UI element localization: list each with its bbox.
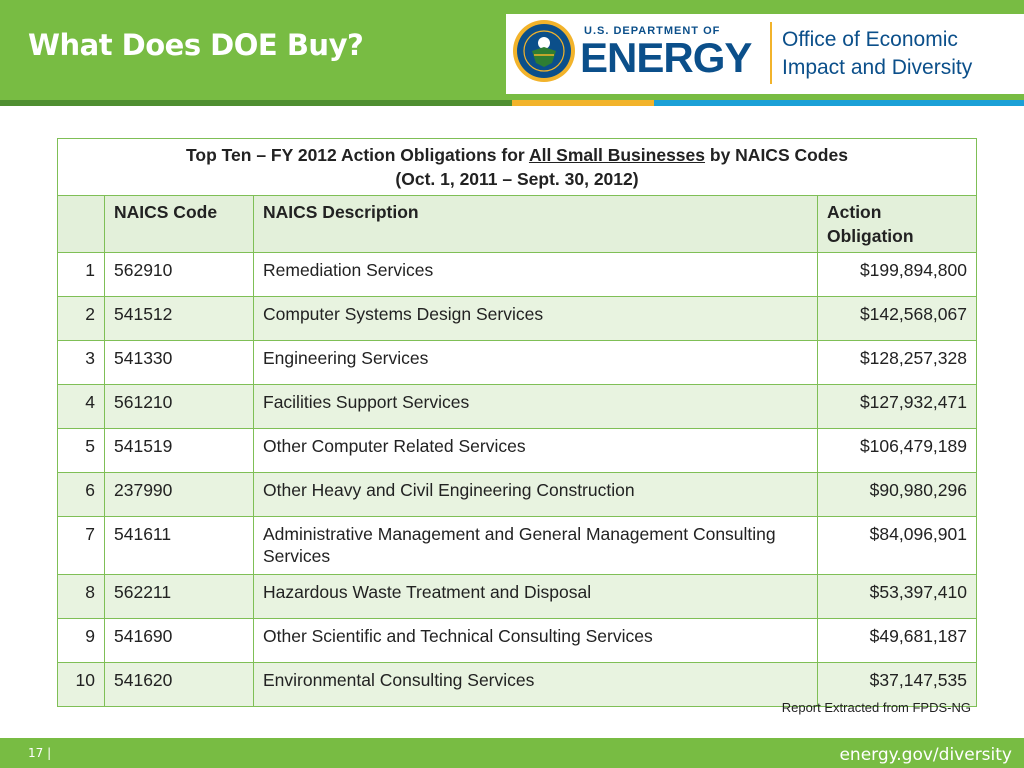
action-obligation-cell: $128,257,328 bbox=[817, 340, 977, 385]
rank-cell: 10 bbox=[57, 662, 105, 707]
action-obligation-cell: $53,397,410 bbox=[817, 574, 977, 619]
page-number: 17 | bbox=[28, 746, 52, 760]
naics-description-cell: Hazardous Waste Treatment and Disposal bbox=[253, 574, 818, 619]
logo-pre-text: U.S. DEPARTMENT OF bbox=[584, 25, 721, 37]
naics-description-cell: Administrative Management and General Ma… bbox=[253, 516, 818, 575]
naics-description-cell: Other Scientific and Technical Consultin… bbox=[253, 618, 818, 663]
office-line-1: Office of Economic bbox=[782, 28, 958, 51]
naics-description-cell: Other Computer Related Services bbox=[253, 428, 818, 473]
action-obligation-cell: $37,147,535 bbox=[817, 662, 977, 707]
naics-description-cell: Facilities Support Services bbox=[253, 384, 818, 429]
action-obligation-cell: $90,980,296 bbox=[817, 472, 977, 517]
source-note: Report Extracted from FPDS-NG bbox=[781, 700, 971, 715]
action-obligation-cell: $199,894,800 bbox=[817, 252, 977, 297]
stripe-blue bbox=[654, 100, 1024, 106]
stripe-dark-green bbox=[0, 100, 512, 106]
naics-description-cell: Remediation Services bbox=[253, 252, 818, 297]
stripe-gold bbox=[512, 100, 654, 106]
naics-code-cell: 562211 bbox=[104, 574, 254, 619]
office-name: Office of Economic Impact and Diversity bbox=[782, 26, 972, 82]
naics-code-cell: 541620 bbox=[104, 662, 254, 707]
naics-description-cell: Engineering Services bbox=[253, 340, 818, 385]
table-row: 4 561210 Facilities Support Services $127,9… bbox=[57, 384, 977, 429]
table-header-row: NAICS Code NAICS Description Action Obli… bbox=[57, 195, 977, 253]
caption-line-1: Top Ten – FY 2012 Action Obligations for… bbox=[67, 143, 967, 167]
rank-cell: 1 bbox=[57, 252, 105, 297]
footer-bar: 17 | energy.gov/diversity bbox=[0, 738, 1024, 768]
header-bar: What Does DOE Buy? U.S. DEPARTMENT OF EN… bbox=[0, 0, 1024, 100]
rank-cell: 7 bbox=[57, 516, 105, 575]
table-row: 6 237990 Other Heavy and Civil Engineering… bbox=[57, 472, 977, 517]
table-row: 9 541690 Other Scientific and Technical Co… bbox=[57, 618, 977, 663]
logo-main-text: ENERGY bbox=[580, 34, 752, 81]
naics-table: Top Ten – FY 2012 Action Obligations for… bbox=[57, 138, 977, 707]
action-obligation-cell: $106,479,189 bbox=[817, 428, 977, 473]
header-action-obligation: Action Obligation bbox=[817, 195, 977, 253]
naics-code-cell: 541512 bbox=[104, 296, 254, 341]
naics-description-cell: Environmental Consulting Services bbox=[253, 662, 818, 707]
table-row: 3 541330 Engineering Services $128,257,328 bbox=[57, 340, 977, 385]
table-row: 2 541512 Computer Systems Design Services $… bbox=[57, 296, 977, 341]
naics-code-cell: 541611 bbox=[104, 516, 254, 575]
naics-code-cell: 541519 bbox=[104, 428, 254, 473]
caption-after: by NAICS Codes bbox=[705, 145, 848, 165]
rank-cell: 6 bbox=[57, 472, 105, 517]
naics-code-cell: 541690 bbox=[104, 618, 254, 663]
table-row: 8 562211 Hazardous Waste Treatment and Dis… bbox=[57, 574, 977, 619]
rank-cell: 3 bbox=[57, 340, 105, 385]
doe-seal-icon bbox=[513, 20, 575, 82]
table-row: 7 541611 Administrative Management and Gen… bbox=[57, 516, 977, 575]
action-obligation-cell: $127,932,471 bbox=[817, 384, 977, 429]
doe-logo: U.S. DEPARTMENT OF ENERGY Office of Econ… bbox=[506, 14, 1024, 94]
header-rank bbox=[57, 195, 105, 253]
table-caption-row: Top Ten – FY 2012 Action Obligations for… bbox=[57, 138, 977, 196]
caption-before: Top Ten – FY 2012 Action Obligations for bbox=[186, 145, 529, 165]
table-caption: Top Ten – FY 2012 Action Obligations for… bbox=[57, 138, 977, 196]
rank-cell: 9 bbox=[57, 618, 105, 663]
table-row: 10 541620 Environmental Consulting Service… bbox=[57, 662, 977, 707]
naics-code-cell: 562910 bbox=[104, 252, 254, 297]
office-line-2: Impact and Diversity bbox=[782, 56, 973, 79]
header-naics-description: NAICS Description bbox=[253, 195, 818, 253]
rank-cell: 8 bbox=[57, 574, 105, 619]
header-naics-code: NAICS Code bbox=[104, 195, 254, 253]
caption-underlined: All Small Businesses bbox=[528, 145, 706, 165]
naics-code-cell: 237990 bbox=[104, 472, 254, 517]
action-obligation-cell: $49,681,187 bbox=[817, 618, 977, 663]
rank-cell: 4 bbox=[57, 384, 105, 429]
caption-line-2: (Oct. 1, 2011 – Sept. 30, 2012) bbox=[395, 169, 639, 189]
site-url: energy.gov/diversity bbox=[839, 745, 1012, 765]
rank-cell: 2 bbox=[57, 296, 105, 341]
rank-cell: 5 bbox=[57, 428, 105, 473]
table-row: 1 562910 Remediation Services $199,894,800 bbox=[57, 252, 977, 297]
action-obligation-cell: $142,568,067 bbox=[817, 296, 977, 341]
naics-code-cell: 561210 bbox=[104, 384, 254, 429]
naics-code-cell: 541330 bbox=[104, 340, 254, 385]
header-stripes bbox=[0, 100, 1024, 106]
naics-description-cell: Other Heavy and Civil Engineering Constr… bbox=[253, 472, 818, 517]
page-title: What Does DOE Buy? bbox=[28, 28, 364, 62]
action-obligation-cell: $84,096,901 bbox=[817, 516, 977, 575]
naics-description-cell: Computer Systems Design Services bbox=[253, 296, 818, 341]
table-row: 5 541519 Other Computer Related Services $1… bbox=[57, 428, 977, 473]
logo-divider bbox=[770, 22, 772, 84]
